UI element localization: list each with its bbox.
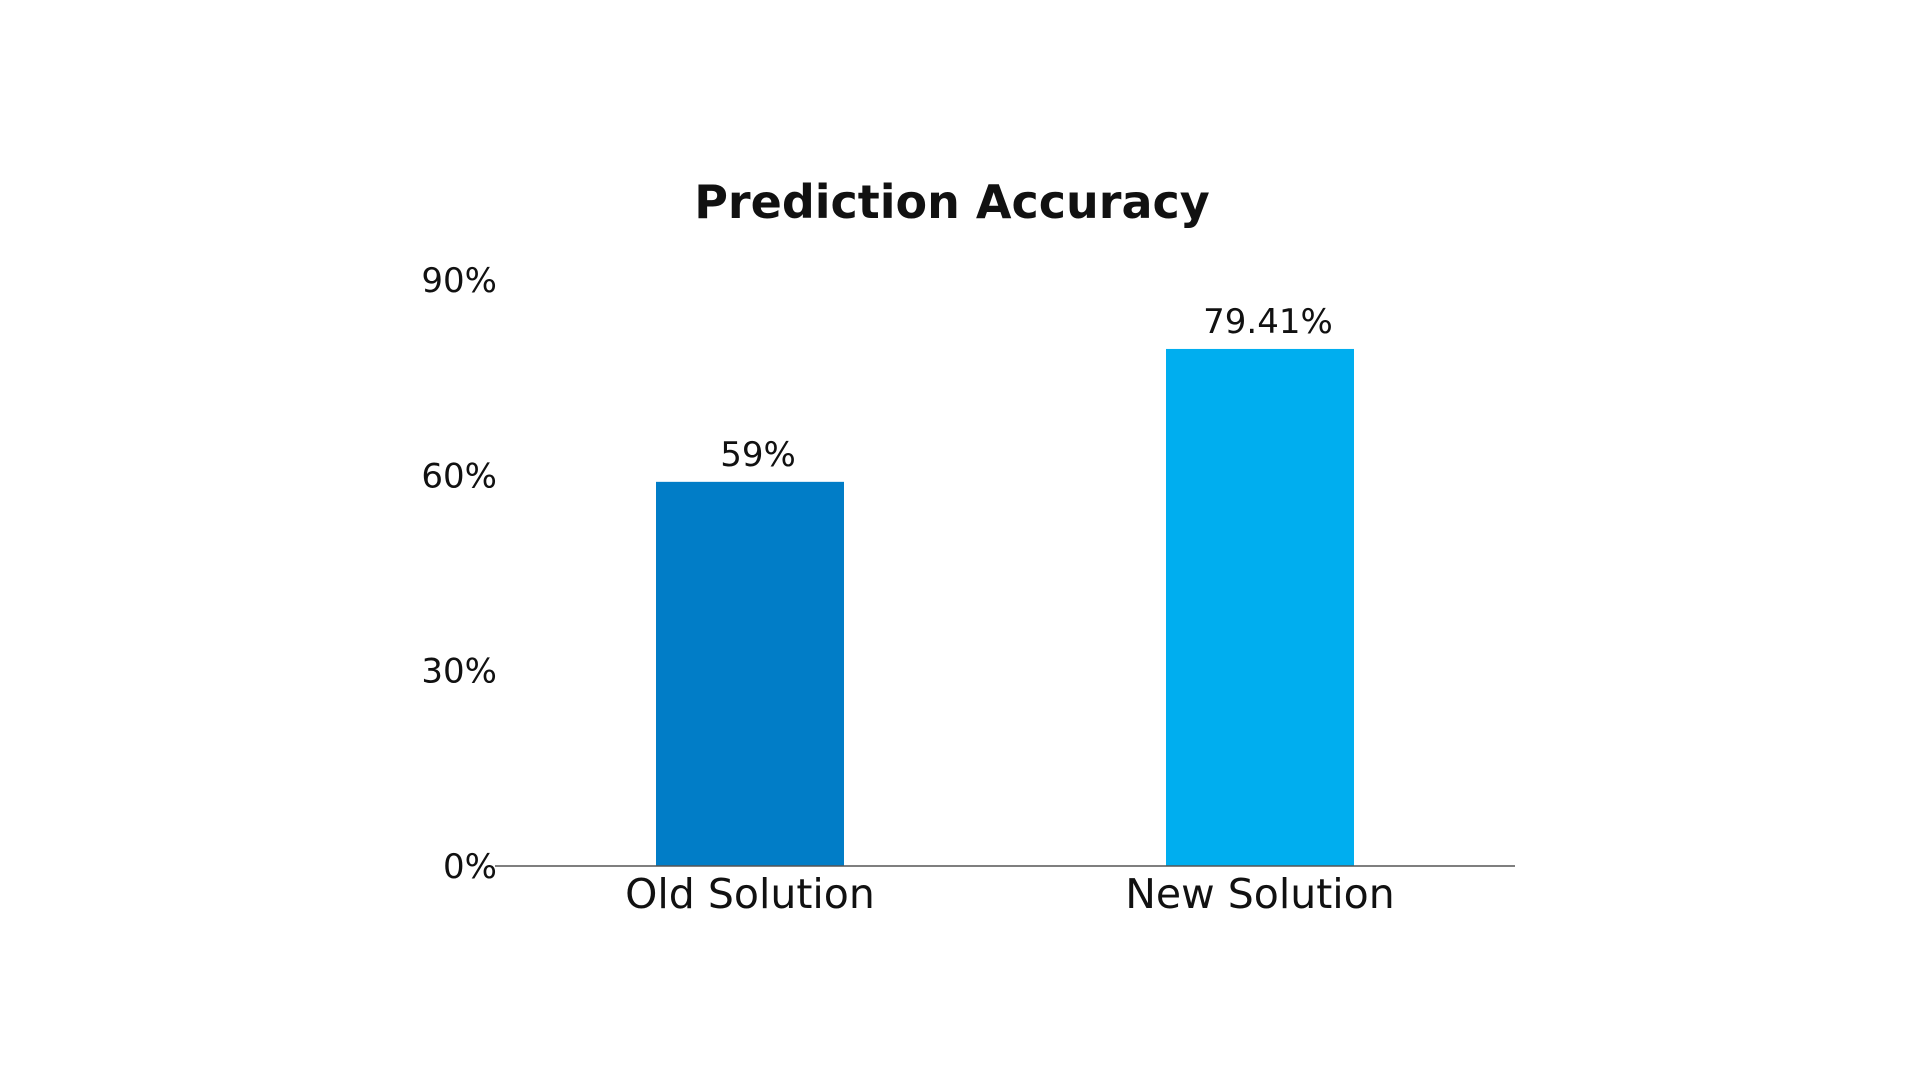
data-label: 79.41% bbox=[1203, 302, 1333, 342]
x-axis: Old Solution New Solution bbox=[495, 865, 1515, 918]
y-tick-label: 0% bbox=[443, 847, 497, 887]
bars-group bbox=[656, 348, 1354, 867]
y-tick-label: 90% bbox=[421, 261, 497, 301]
bar-new-solution bbox=[1166, 348, 1354, 867]
x-category-label: Old Solution bbox=[625, 870, 875, 918]
bar-old-solution bbox=[656, 481, 844, 866]
y-tick-label: 30% bbox=[421, 652, 497, 692]
data-label: 59% bbox=[720, 435, 796, 475]
x-category-label: New Solution bbox=[1125, 870, 1394, 918]
y-axis: 0% 30% 60% 90% bbox=[421, 261, 497, 887]
chart-title: Prediction Accuracy bbox=[694, 175, 1210, 229]
y-tick-label: 60% bbox=[421, 456, 497, 496]
data-labels-group: 59% 79.41% bbox=[720, 302, 1333, 475]
